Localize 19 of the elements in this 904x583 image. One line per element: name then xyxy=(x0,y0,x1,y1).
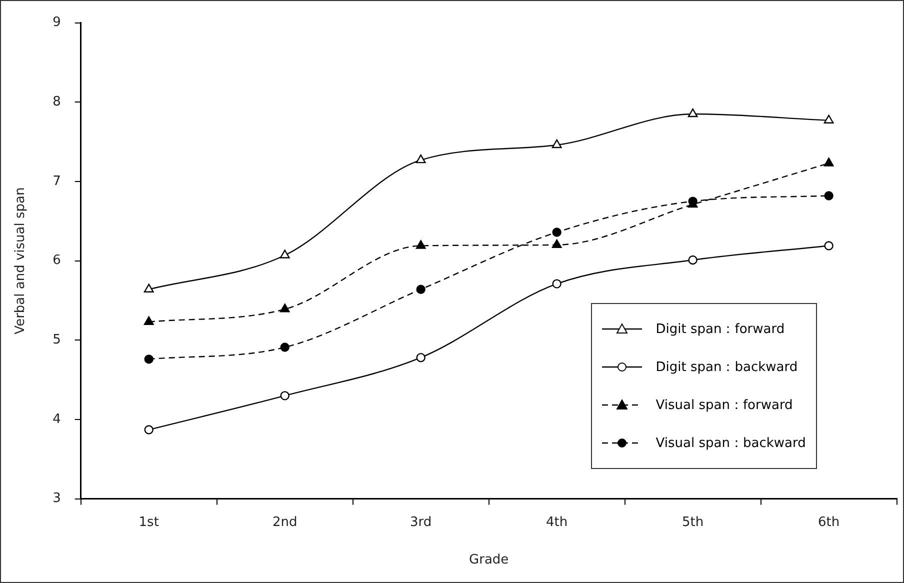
y-tick-label: 6 xyxy=(52,253,61,268)
y-tick-label: 8 xyxy=(52,94,61,110)
legend-label: Digit span：backward xyxy=(656,358,798,376)
y-axis-title: Verbal and visual span xyxy=(13,187,28,334)
y-tick-label: 4 xyxy=(52,412,61,427)
y-tick-label: 3 xyxy=(52,491,61,506)
x-tick-label: 2nd xyxy=(272,514,298,530)
x-tick-label: 4th xyxy=(546,514,568,530)
x-tick-label: 6th xyxy=(818,514,840,530)
x-axis-title: Grade xyxy=(469,552,509,568)
legend-label: Visual span：backward xyxy=(656,434,806,452)
legend-label: Visual span：forward xyxy=(656,396,793,414)
y-tick-label: 5 xyxy=(52,332,61,348)
y-tick-label: 9 xyxy=(52,15,61,30)
x-tick-label: 3rd xyxy=(410,514,432,530)
x-tick-label: 1st xyxy=(138,514,159,530)
legend-label: Digit span：forward xyxy=(656,320,785,338)
y-tick-label: 7 xyxy=(52,174,61,189)
x-tick-label: 5th xyxy=(682,514,704,530)
